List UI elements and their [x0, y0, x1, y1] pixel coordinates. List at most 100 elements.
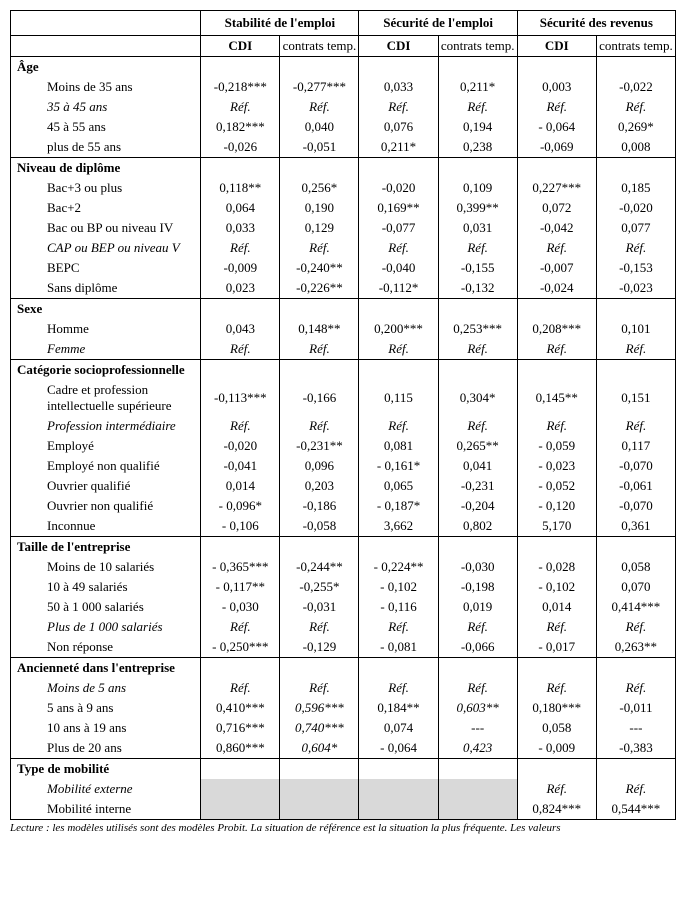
table-cell: -0,020: [359, 178, 438, 198]
table-cell: [517, 537, 596, 558]
table-cell: [280, 57, 359, 78]
table-cell: -0,112*: [359, 278, 438, 299]
table-cell: -0,061: [596, 476, 675, 496]
sub-cdi-3: CDI: [517, 36, 596, 57]
table-cell: 0,740***: [280, 718, 359, 738]
table-cell: Réf.: [359, 238, 438, 258]
table-cell: 0,096: [280, 456, 359, 476]
row-label: Ouvrier non qualifié: [11, 496, 201, 516]
table-cell: - 0,102: [359, 577, 438, 597]
table-cell: -0,051: [280, 137, 359, 158]
table-cell: 0,211*: [359, 137, 438, 158]
table-cell: [596, 759, 675, 780]
table-cell: -0,030: [438, 557, 517, 577]
row-label: Mobilité interne: [11, 799, 201, 820]
table-cell: 0,184**: [359, 698, 438, 718]
table-cell: Réf.: [517, 617, 596, 637]
table-cell: 0,180***: [517, 698, 596, 718]
table-cell: [596, 57, 675, 78]
table-cell: -0,204: [438, 496, 517, 516]
table-cell: 0,064: [201, 198, 280, 218]
sub-temp-1: contrats temp.: [280, 36, 359, 57]
table-cell: -0,198: [438, 577, 517, 597]
table-cell: Réf.: [359, 416, 438, 436]
regression-table: Stabilité de l'emploi Sécurité de l'empl…: [10, 10, 676, 820]
table-cell: 3,662: [359, 516, 438, 537]
table-cell: -0,007: [517, 258, 596, 278]
table-cell: - 0,028: [517, 557, 596, 577]
row-label: Employé non qualifié: [11, 456, 201, 476]
table-cell: -0,023: [596, 278, 675, 299]
table-cell: 0,151: [596, 380, 675, 416]
row-label: Plus de 1 000 salariés: [11, 617, 201, 637]
row-label: Employé: [11, 436, 201, 456]
table-cell: - 0,064: [359, 738, 438, 759]
table-cell: - 0,096*: [201, 496, 280, 516]
table-cell: 0,117: [596, 436, 675, 456]
table-cell: -0,226**: [280, 278, 359, 299]
table-cell: - 0,030: [201, 597, 280, 617]
table-cell: [201, 779, 280, 799]
table-cell: -0,040: [359, 258, 438, 278]
table-cell: -0,166: [280, 380, 359, 416]
table-cell: 0,023: [201, 278, 280, 299]
table-cell: 0,227***: [517, 178, 596, 198]
table-cell: - 0,161*: [359, 456, 438, 476]
table-cell: -0,113***: [201, 380, 280, 416]
table-cell: -0,186: [280, 496, 359, 516]
table-cell: Réf.: [280, 97, 359, 117]
table-cell: [359, 799, 438, 820]
table-cell: [201, 57, 280, 78]
table-cell: - 0,116: [359, 597, 438, 617]
table-cell: Réf.: [359, 678, 438, 698]
table-cell: 0,169**: [359, 198, 438, 218]
table-cell: - 0,250***: [201, 637, 280, 658]
table-cell: [517, 360, 596, 381]
table-cell: - 0,009: [517, 738, 596, 759]
table-cell: -0,066: [438, 637, 517, 658]
table-cell: -0,020: [201, 436, 280, 456]
table-cell: 0,148**: [280, 319, 359, 339]
table-cell: 0,185: [596, 178, 675, 198]
table-cell: Réf.: [359, 617, 438, 637]
table-cell: -0,240**: [280, 258, 359, 278]
table-cell: -0,069: [517, 137, 596, 158]
table-cell: [201, 658, 280, 679]
table-cell: 0,070: [596, 577, 675, 597]
row-label: Bac+3 ou plus: [11, 178, 201, 198]
table-cell: [438, 158, 517, 179]
table-cell: 0,182***: [201, 117, 280, 137]
table-cell: 0,058: [517, 718, 596, 738]
row-label: 50 à 1 000 salariés: [11, 597, 201, 617]
row-label: Plus de 20 ans: [11, 738, 201, 759]
row-label: Sans diplôme: [11, 278, 201, 299]
table-cell: 0,596***: [280, 698, 359, 718]
table-cell: Réf.: [596, 678, 675, 698]
table-cell: 0,414***: [596, 597, 675, 617]
table-cell: Réf.: [280, 238, 359, 258]
table-cell: Réf.: [517, 97, 596, 117]
table-cell: 0,033: [201, 218, 280, 238]
row-label: Profession intermédiaire: [11, 416, 201, 436]
table-cell: 0,544***: [596, 799, 675, 820]
table-cell: - 0,224**: [359, 557, 438, 577]
table-cell: [280, 360, 359, 381]
table-cell: [359, 299, 438, 320]
row-label: Bac ou BP ou niveau IV: [11, 218, 201, 238]
table-cell: Réf.: [517, 416, 596, 436]
table-cell: [438, 299, 517, 320]
table-cell: 0,208***: [517, 319, 596, 339]
table-cell: -0,011: [596, 698, 675, 718]
table-cell: Réf.: [359, 339, 438, 360]
table-cell: Réf.: [596, 779, 675, 799]
table-cell: -0,026: [201, 137, 280, 158]
table-cell: 0,014: [201, 476, 280, 496]
table-cell: [438, 57, 517, 78]
table-cell: Réf.: [438, 97, 517, 117]
table-cell: [596, 158, 675, 179]
row-label: 10 ans à 19 ans: [11, 718, 201, 738]
table-cell: 0,077: [596, 218, 675, 238]
table-cell: 0,194: [438, 117, 517, 137]
table-cell: 0,129: [280, 218, 359, 238]
table-cell: Réf.: [517, 779, 596, 799]
